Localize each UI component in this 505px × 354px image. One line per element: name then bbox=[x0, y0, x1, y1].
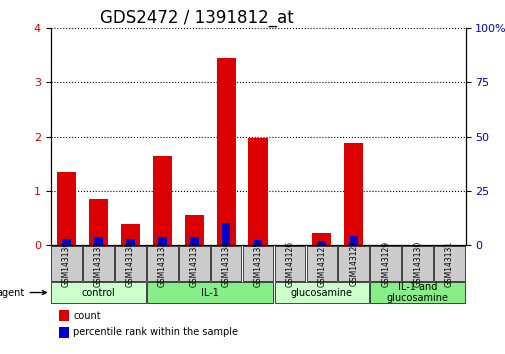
Text: agent: agent bbox=[0, 287, 46, 297]
Bar bbox=[153, 156, 172, 245]
Text: GSM143132: GSM143132 bbox=[158, 240, 167, 286]
Bar bbox=[126, 239, 134, 245]
FancyBboxPatch shape bbox=[433, 246, 464, 281]
Bar bbox=[89, 199, 108, 245]
Bar bbox=[221, 223, 230, 245]
Bar bbox=[57, 172, 76, 245]
Bar bbox=[248, 138, 267, 245]
Text: GSM143138: GSM143138 bbox=[126, 240, 135, 286]
Text: GSM143130: GSM143130 bbox=[412, 240, 421, 287]
FancyBboxPatch shape bbox=[274, 282, 369, 303]
Text: control: control bbox=[81, 287, 115, 297]
FancyBboxPatch shape bbox=[115, 246, 145, 281]
Text: IL-1: IL-1 bbox=[201, 287, 219, 297]
Text: GSM143129: GSM143129 bbox=[380, 240, 389, 286]
Text: IL-1 and
glucosamine: IL-1 and glucosamine bbox=[386, 282, 448, 303]
Text: count: count bbox=[73, 310, 101, 321]
FancyBboxPatch shape bbox=[51, 246, 82, 281]
Bar bbox=[317, 241, 326, 245]
FancyBboxPatch shape bbox=[306, 246, 336, 281]
Bar bbox=[184, 215, 204, 245]
Text: glucosamine: glucosamine bbox=[290, 287, 352, 297]
FancyBboxPatch shape bbox=[83, 246, 114, 281]
Text: GSM143131: GSM143131 bbox=[444, 240, 453, 286]
Text: GSM143133: GSM143133 bbox=[189, 240, 198, 287]
FancyBboxPatch shape bbox=[338, 246, 369, 281]
FancyBboxPatch shape bbox=[274, 246, 305, 281]
Bar bbox=[349, 236, 358, 245]
Text: GSM143126: GSM143126 bbox=[285, 240, 294, 286]
Bar bbox=[94, 238, 103, 245]
FancyBboxPatch shape bbox=[242, 246, 273, 281]
Text: GSM143134: GSM143134 bbox=[221, 240, 230, 287]
FancyBboxPatch shape bbox=[211, 246, 241, 281]
FancyBboxPatch shape bbox=[179, 246, 209, 281]
FancyBboxPatch shape bbox=[370, 282, 464, 303]
Bar bbox=[158, 238, 166, 245]
FancyBboxPatch shape bbox=[401, 246, 432, 281]
Bar bbox=[62, 239, 71, 245]
Bar bbox=[343, 143, 363, 245]
Bar bbox=[59, 327, 69, 338]
Text: GSM143137: GSM143137 bbox=[94, 240, 103, 287]
Text: percentile rank within the sample: percentile rank within the sample bbox=[73, 327, 238, 337]
FancyBboxPatch shape bbox=[51, 282, 145, 303]
FancyBboxPatch shape bbox=[146, 282, 273, 303]
Bar bbox=[253, 240, 262, 245]
Text: GSM143127: GSM143127 bbox=[317, 240, 326, 286]
FancyBboxPatch shape bbox=[370, 246, 400, 281]
Text: GDS2472 / 1391812_at: GDS2472 / 1391812_at bbox=[100, 9, 293, 27]
Text: GSM143135: GSM143135 bbox=[253, 240, 262, 287]
FancyBboxPatch shape bbox=[146, 246, 177, 281]
Text: GSM143128: GSM143128 bbox=[348, 240, 358, 286]
Bar bbox=[121, 224, 140, 245]
Text: GSM143136: GSM143136 bbox=[62, 240, 71, 287]
Bar bbox=[312, 233, 331, 245]
Bar bbox=[189, 238, 198, 245]
Bar bbox=[59, 310, 69, 321]
Bar bbox=[216, 58, 235, 245]
